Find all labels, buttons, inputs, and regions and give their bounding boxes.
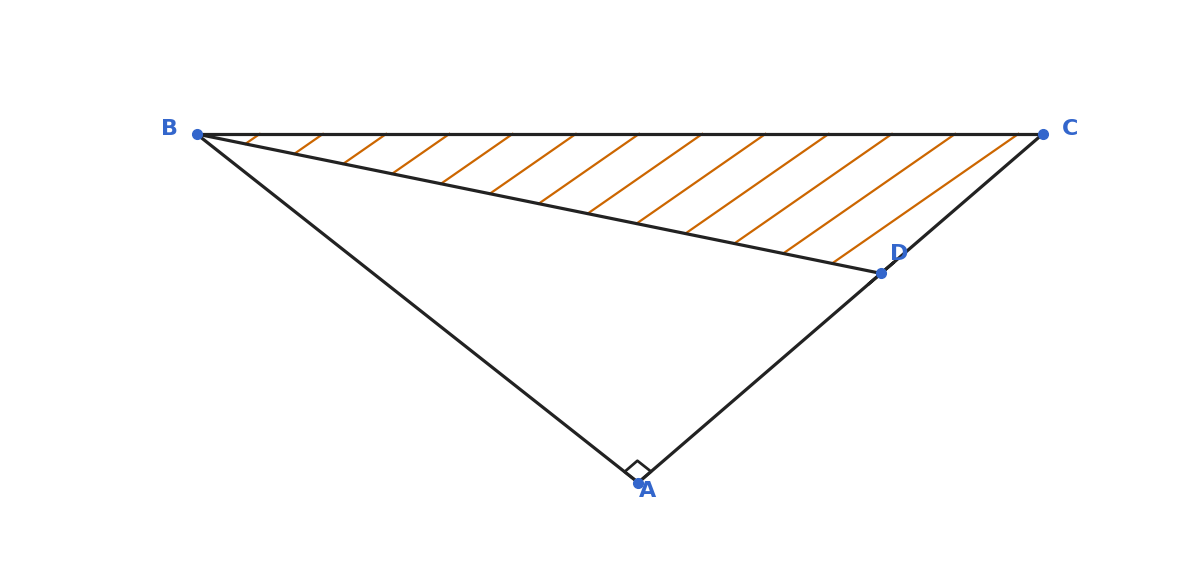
Text: B: B — [161, 119, 178, 139]
Text: D: D — [890, 245, 908, 265]
Text: A: A — [638, 480, 656, 501]
Text: C: C — [1062, 119, 1078, 139]
